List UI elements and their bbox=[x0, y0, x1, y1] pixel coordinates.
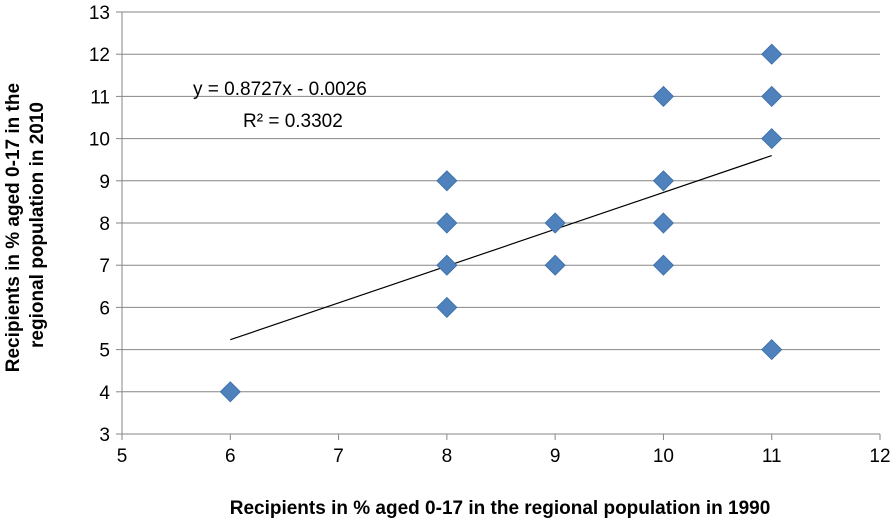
data-point-2 bbox=[436, 296, 458, 318]
x-axis-title: Recipients in % aged 0-17 in the regiona… bbox=[230, 498, 771, 519]
x-tick-label-8: 8 bbox=[442, 446, 453, 467]
data-point-15 bbox=[761, 43, 783, 65]
y-tick-label-11: 11 bbox=[90, 87, 110, 108]
data-point-7 bbox=[544, 212, 566, 234]
y-tick-label-13: 13 bbox=[89, 3, 110, 24]
data-point-3 bbox=[436, 254, 458, 276]
y-axis-title-line-2: regional population in 2010 bbox=[27, 102, 48, 348]
trendline bbox=[230, 155, 772, 341]
x-tick-label-11: 11 bbox=[762, 446, 782, 467]
data-point-14 bbox=[761, 85, 783, 107]
y-tick-label-12: 12 bbox=[89, 45, 110, 66]
x-tick-label-9: 9 bbox=[550, 446, 561, 467]
tick-labels: 3 4 5 6 7 8 9 10 11 12 13 5 6 7 8 9 10 11 12 bbox=[89, 3, 891, 467]
x-tick-label-6: 6 bbox=[225, 446, 236, 467]
data-point-5 bbox=[436, 170, 458, 192]
data-point-6 bbox=[544, 254, 566, 276]
gridlines bbox=[122, 11, 880, 393]
data-point-9 bbox=[652, 212, 674, 234]
data-point-10 bbox=[652, 170, 674, 192]
x-tick-label-10: 10 bbox=[653, 446, 674, 467]
y-tick-label-8: 8 bbox=[99, 214, 110, 235]
x-tick-label-7: 7 bbox=[333, 446, 344, 467]
y-tick-label-3: 3 bbox=[99, 425, 110, 446]
data-point-4 bbox=[436, 212, 458, 234]
data-point-12 bbox=[761, 339, 783, 361]
y-axis-title: Recipients in % aged 0-17 in the regiona… bbox=[3, 78, 48, 373]
data-point-1 bbox=[219, 381, 241, 403]
trendline-r-squared: R² = 0.3302 bbox=[243, 111, 343, 132]
y-axis-title-line-1: Recipients in % aged 0-17 in the bbox=[3, 83, 24, 372]
x-tick-label-12: 12 bbox=[869, 446, 890, 467]
y-tick-label-10: 10 bbox=[89, 130, 110, 151]
data-point-13 bbox=[761, 128, 783, 150]
y-tick-label-4: 4 bbox=[99, 383, 110, 404]
y-tick-label-7: 7 bbox=[99, 256, 110, 277]
y-tick-label-9: 9 bbox=[99, 172, 110, 193]
y-tick-label-6: 6 bbox=[99, 298, 110, 319]
data-point-8 bbox=[652, 254, 674, 276]
y-tick-label-5: 5 bbox=[99, 341, 110, 362]
axes bbox=[116, 11, 881, 440]
data-point-11 bbox=[652, 85, 674, 107]
trendline-group bbox=[230, 155, 772, 341]
x-tick-label-5: 5 bbox=[117, 446, 128, 467]
data-points bbox=[219, 43, 783, 403]
trendline-equation: y = 0.8727x - 0.0026 bbox=[193, 79, 367, 100]
